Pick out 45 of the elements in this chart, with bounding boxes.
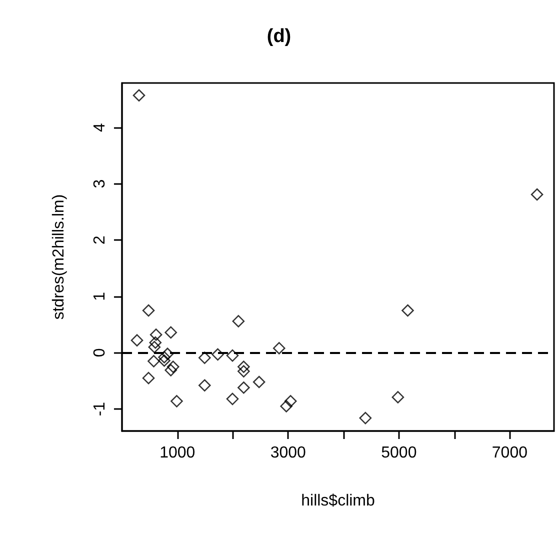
point <box>252 376 266 388</box>
point <box>164 364 177 376</box>
chart-title: (d) <box>266 26 292 47</box>
x-tick-label: 5000 <box>381 444 417 462</box>
y-tick-label: 1 <box>92 292 108 301</box>
point <box>226 349 239 362</box>
y-tick-label: 4 <box>92 122 108 132</box>
x-tick-label: 1000 <box>160 444 196 462</box>
point <box>142 304 155 317</box>
point <box>238 381 250 394</box>
x-tick-label: 7000 <box>492 444 528 462</box>
point <box>392 391 404 404</box>
point <box>238 365 250 378</box>
point <box>170 395 183 408</box>
point <box>359 412 372 424</box>
point <box>198 379 211 392</box>
point <box>130 334 144 346</box>
point <box>142 372 155 384</box>
point <box>158 354 170 367</box>
x-axis-title: hills$climb <box>301 492 375 510</box>
point <box>166 360 180 373</box>
point <box>530 188 544 201</box>
point <box>238 360 250 373</box>
y-tick-label: 0 <box>92 348 108 358</box>
y-tick-label: -1 <box>92 402 108 416</box>
point <box>149 336 162 349</box>
point <box>226 392 239 406</box>
point <box>164 326 177 339</box>
point <box>148 340 161 354</box>
point <box>148 355 160 368</box>
y-tick-label: 3 <box>92 179 108 188</box>
point <box>212 348 224 361</box>
y-tick-label: 2 <box>92 236 108 245</box>
point <box>284 395 297 408</box>
x-tick-label: 3000 <box>270 444 306 462</box>
point <box>150 328 162 341</box>
point <box>232 315 245 328</box>
point <box>272 342 286 354</box>
point <box>402 304 414 317</box>
y-axis-title: stdres(m2hills.lm) <box>50 194 68 320</box>
point <box>132 89 146 102</box>
point <box>198 352 211 364</box>
point <box>280 400 292 412</box>
point <box>161 348 174 360</box>
point <box>158 351 170 364</box>
